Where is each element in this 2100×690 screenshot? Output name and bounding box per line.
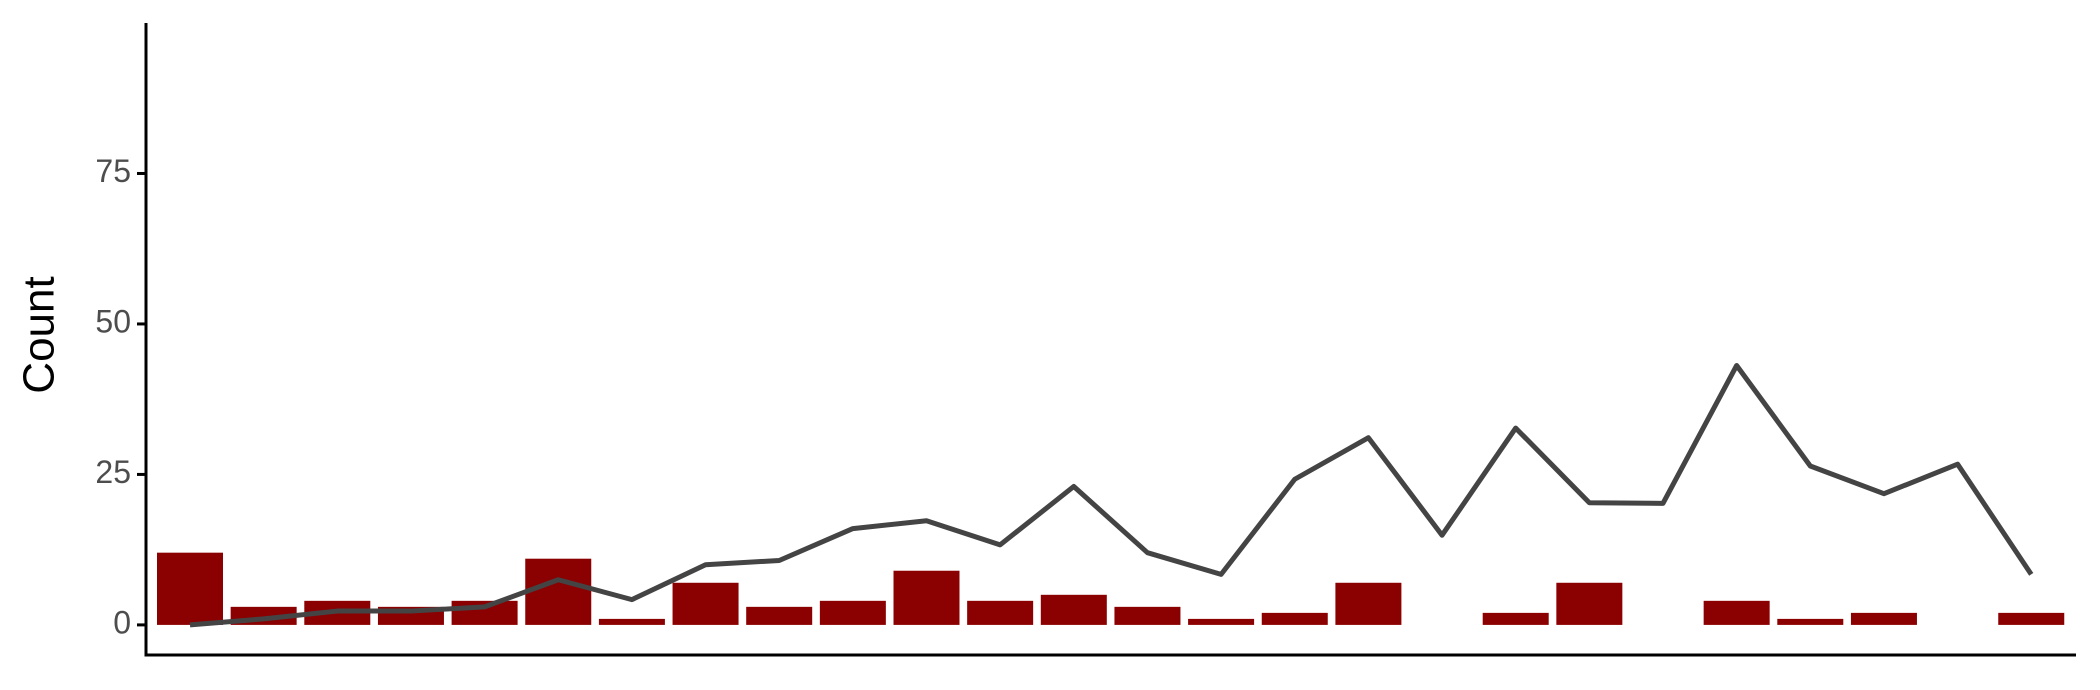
bar — [1335, 582, 1402, 625]
bar — [1556, 582, 1623, 625]
bar — [893, 570, 960, 625]
bar — [819, 600, 886, 625]
bar — [1188, 618, 1255, 625]
bar — [1850, 612, 1917, 625]
y-tick-label: 0 — [113, 604, 131, 640]
y-axis-label: Count — [15, 276, 64, 393]
bar — [1998, 612, 2065, 625]
bar — [1703, 600, 1770, 625]
y-tick-label: 75 — [95, 153, 131, 189]
bar — [967, 600, 1034, 625]
bar — [672, 582, 739, 625]
bar — [525, 558, 592, 625]
bar — [1040, 594, 1107, 625]
y-tick-label: 50 — [95, 303, 131, 339]
line — [189, 362, 2034, 628]
bar — [1261, 612, 1328, 625]
bar — [1114, 606, 1181, 625]
bar — [746, 606, 813, 625]
bar — [157, 552, 223, 625]
bar — [1777, 618, 1844, 625]
bar — [598, 618, 665, 625]
bar — [1482, 612, 1549, 625]
y-tick-label: 25 — [95, 454, 131, 490]
